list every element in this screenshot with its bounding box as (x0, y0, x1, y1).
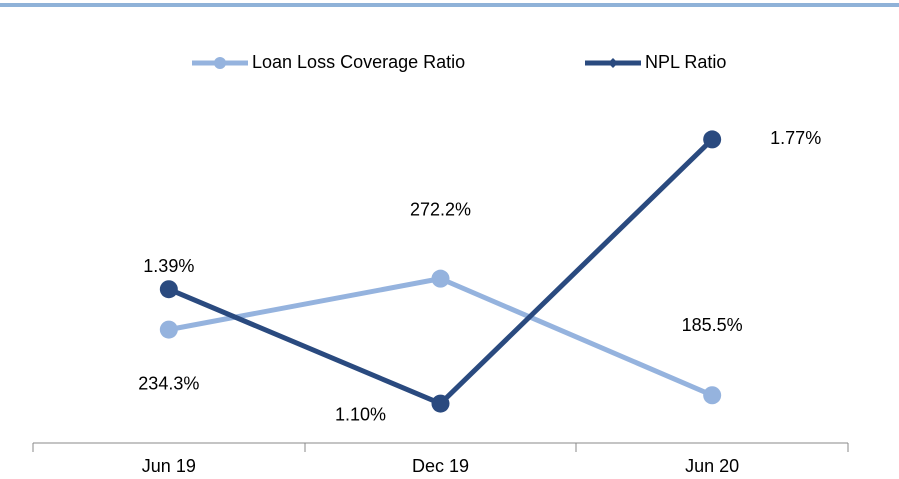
data-point (431, 394, 450, 413)
data-point (159, 320, 178, 339)
x-tick-label: Jun 20 (685, 456, 739, 476)
legend-label: NPL Ratio (645, 52, 726, 72)
legend-label: Loan Loss Coverage Ratio (252, 52, 465, 72)
data-point (431, 269, 450, 288)
data-point (703, 386, 722, 405)
top-border (0, 3, 899, 7)
data-label: 1.39% (143, 256, 194, 276)
legend-marker (214, 57, 226, 69)
legend-marker (608, 58, 618, 68)
x-tick-label: Dec 19 (412, 456, 469, 476)
data-label: 234.3% (138, 373, 199, 393)
data-label: 185.5% (682, 315, 743, 335)
data-label: 1.77% (770, 128, 821, 148)
series-line (168, 276, 714, 398)
data-label: 272.2% (410, 199, 471, 219)
category-separators (32, 443, 849, 452)
x-tick-label: Jun 19 (142, 456, 196, 476)
data-point (703, 130, 722, 149)
data-point (159, 280, 178, 299)
data-label: 1.10% (335, 404, 386, 424)
